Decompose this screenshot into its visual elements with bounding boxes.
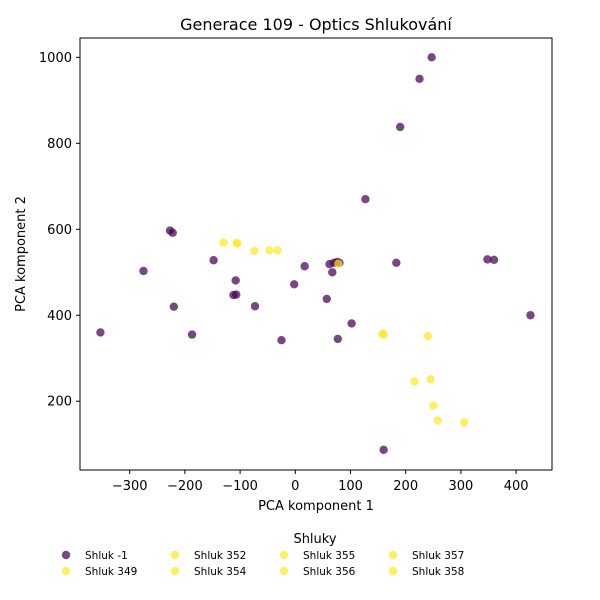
legend-item: Shluk 352 bbox=[170, 550, 246, 562]
x-axis-label: PCA komponent 1 bbox=[258, 499, 374, 514]
data-point bbox=[96, 328, 105, 337]
data-point bbox=[187, 330, 197, 339]
data-point bbox=[300, 262, 309, 271]
legend-item: Shluk 355 bbox=[279, 550, 355, 562]
data-point bbox=[392, 258, 401, 268]
data-point bbox=[328, 268, 337, 277]
plot-frame bbox=[79, 37, 553, 471]
data-point bbox=[233, 239, 242, 248]
legend-label: Shluk -1 bbox=[85, 550, 128, 562]
y-tick-label: 800 bbox=[47, 137, 72, 152]
y-tick-label: 200 bbox=[47, 395, 72, 410]
data-point bbox=[139, 266, 148, 276]
data-point bbox=[169, 302, 179, 311]
data-point bbox=[526, 311, 535, 320]
y-tick-label: 600 bbox=[47, 223, 72, 238]
data-point bbox=[277, 335, 286, 345]
legend-label: Shluk 354 bbox=[194, 566, 247, 578]
x-tick-label: 0 bbox=[291, 479, 299, 494]
data-point bbox=[379, 330, 388, 339]
legend-label: Shluk 355 bbox=[303, 550, 355, 562]
data-point bbox=[379, 445, 388, 454]
x-tick-label: 100 bbox=[338, 479, 363, 494]
x-tick-label: 200 bbox=[393, 479, 418, 494]
y-axis-label: PCA komponent 2 bbox=[14, 196, 29, 312]
data-point bbox=[250, 302, 260, 311]
chart-title: Generace 109 - Optics Shlukování bbox=[180, 15, 452, 34]
data-point bbox=[231, 276, 240, 285]
legend-marker bbox=[279, 550, 289, 560]
data-point bbox=[232, 290, 241, 299]
legend-title: Shluky bbox=[293, 532, 336, 547]
y-tick-label: 1000 bbox=[39, 51, 72, 66]
data-point bbox=[415, 74, 424, 84]
legend-marker bbox=[279, 566, 289, 576]
legend-marker bbox=[170, 550, 180, 560]
data-point bbox=[347, 319, 356, 328]
legend-item: Shluk 354 bbox=[170, 566, 247, 578]
y-tick-label: 400 bbox=[47, 309, 72, 324]
data-point bbox=[483, 255, 492, 264]
data-point bbox=[410, 377, 419, 386]
data-point bbox=[209, 256, 218, 265]
legend-item: Shluk -1 bbox=[61, 550, 128, 562]
data-point bbox=[433, 416, 442, 425]
data-point bbox=[168, 228, 177, 237]
legend-label: Shluk 352 bbox=[194, 550, 246, 562]
data-point bbox=[334, 259, 343, 268]
legend: Shluk -1 Shluk 349 Shluk 352 Shluk 354 Shluk… bbox=[61, 550, 464, 578]
x-axis: −300 −200 −100 0 100 200 300 400 bbox=[112, 470, 529, 494]
data-point bbox=[333, 334, 343, 344]
legend-label: Shluk 357 bbox=[412, 550, 464, 562]
data-point bbox=[289, 280, 299, 289]
points-layer bbox=[96, 53, 535, 454]
legend-item: Shluk 349 bbox=[61, 566, 137, 578]
legend-label: Shluk 358 bbox=[412, 566, 464, 578]
legend-marker bbox=[170, 566, 180, 576]
data-point bbox=[219, 238, 228, 247]
legend-label: Shluk 349 bbox=[85, 566, 137, 578]
data-point bbox=[426, 375, 435, 384]
data-point bbox=[273, 246, 282, 255]
legend-item: Shluk 357 bbox=[388, 550, 464, 562]
data-point bbox=[489, 255, 499, 264]
x-tick-label: 400 bbox=[504, 479, 529, 494]
legend-marker bbox=[388, 550, 398, 560]
legend-item: Shluk 358 bbox=[388, 566, 464, 578]
x-tick-label: 300 bbox=[448, 479, 473, 494]
legend-marker bbox=[388, 566, 398, 576]
legend-label: Shluk 356 bbox=[303, 566, 356, 578]
data-point bbox=[423, 331, 432, 341]
data-point bbox=[250, 246, 259, 255]
data-point bbox=[429, 401, 438, 410]
y-axis: 200 400 600 800 1000 bbox=[39, 51, 80, 410]
data-point bbox=[395, 122, 405, 132]
x-tick-label: −300 bbox=[112, 479, 148, 494]
x-tick-label: −100 bbox=[222, 479, 258, 494]
legend-marker bbox=[61, 550, 71, 560]
legend-marker bbox=[61, 566, 71, 576]
data-point bbox=[460, 418, 469, 427]
data-point bbox=[361, 194, 370, 204]
x-tick-label: −200 bbox=[167, 479, 203, 494]
data-point bbox=[322, 294, 331, 304]
data-point bbox=[427, 53, 436, 62]
data-point bbox=[265, 246, 274, 255]
legend-item: Shluk 356 bbox=[279, 566, 356, 578]
